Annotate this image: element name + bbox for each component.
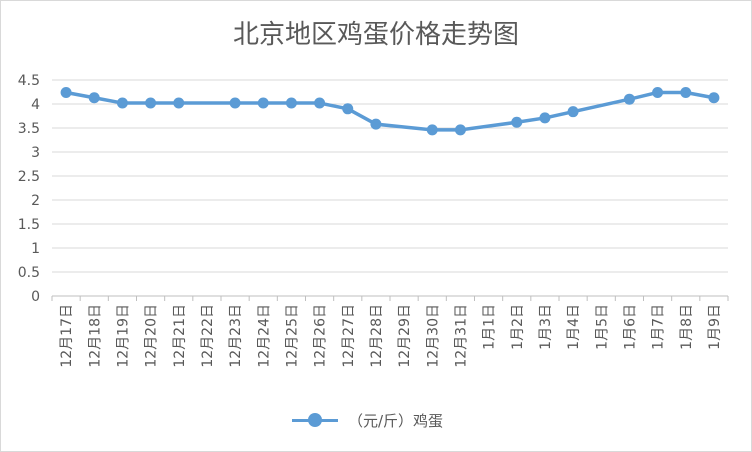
y-tick-label: 3.5 — [18, 121, 40, 137]
x-tick-label: 1月3日 — [538, 304, 554, 350]
y-tick-label: 2 — [31, 193, 40, 209]
data-point — [426, 124, 438, 136]
x-tick-label: 12月17日 — [59, 304, 75, 368]
gridlines — [52, 79, 728, 297]
x-tick-label: 12月23日 — [228, 304, 244, 368]
x-tick-label: 1月6日 — [622, 304, 638, 350]
x-tick-label: 12月31日 — [453, 304, 469, 368]
data-point — [567, 106, 579, 118]
data-point — [652, 86, 664, 98]
series-line — [64, 90, 716, 132]
y-axis-ticks: 0 0.5 1 1.5 2 2.5 3 3.5 4 4.5 — [18, 73, 40, 305]
series-egg-price — [60, 86, 720, 136]
legend: （元/斤）鸡蛋 — [292, 408, 443, 432]
x-axis-ticks: 12月17日 12月18日 12月19日 12月20日 12月21日 12月22日 12月2… — [59, 304, 723, 368]
x-tick-label: 12月30日 — [425, 304, 441, 368]
x-tick-label: 12月27日 — [341, 304, 357, 368]
y-tick-label: 3 — [31, 145, 40, 161]
y-tick-label: 1 — [31, 241, 40, 257]
x-tick-label: 12月28日 — [369, 304, 385, 368]
x-tick-label: 12月26日 — [313, 304, 329, 368]
x-tick-label: 1月7日 — [651, 304, 667, 350]
data-point — [539, 112, 551, 124]
x-tick-label: 12月25日 — [284, 304, 300, 368]
data-point — [88, 92, 100, 104]
legend-label-egg: （元/斤）鸡蛋 — [348, 411, 444, 430]
data-point — [511, 116, 523, 128]
data-point — [257, 97, 269, 109]
data-point — [173, 97, 185, 109]
x-tick-label: 1月4日 — [566, 304, 582, 350]
y-tick-label: 0.5 — [18, 265, 40, 281]
x-tick-label: 12月21日 — [172, 304, 188, 368]
x-tick-label: 1月9日 — [707, 304, 723, 350]
y-tick-label: 0 — [31, 289, 40, 305]
data-point — [60, 86, 72, 98]
data-point — [708, 92, 720, 104]
data-point — [680, 86, 692, 98]
data-point — [229, 97, 241, 109]
data-point — [454, 124, 466, 136]
data-point — [623, 93, 635, 105]
x-axis — [51, 295, 729, 301]
chart-title: 北京地区鸡蛋价格走势图 — [232, 20, 519, 50]
legend-marker — [292, 410, 338, 430]
x-tick-label: 1月1日 — [482, 304, 498, 350]
x-tick-label: 12月19日 — [115, 304, 131, 368]
data-point — [342, 103, 354, 115]
y-tick-label: 2.5 — [18, 169, 40, 185]
x-tick-label: 12月22日 — [200, 304, 216, 368]
data-point — [370, 118, 382, 130]
x-tick-label: 12月29日 — [397, 304, 413, 368]
y-tick-label: 4 — [31, 97, 40, 113]
x-tick-label: 1月5日 — [594, 304, 610, 350]
data-point — [145, 97, 157, 109]
x-tick-label: 1月8日 — [679, 304, 695, 350]
data-point — [285, 97, 297, 109]
y-tick-label: 4.5 — [18, 73, 40, 89]
y-tick-label: 1.5 — [18, 217, 40, 233]
data-point — [314, 97, 326, 109]
x-tick-label: 12月18日 — [87, 304, 103, 368]
x-tick-label: 1月2日 — [510, 304, 526, 350]
x-tick-label: 12月20日 — [144, 304, 160, 368]
data-point — [116, 97, 128, 109]
x-tick-label: 12月24日 — [256, 304, 272, 368]
